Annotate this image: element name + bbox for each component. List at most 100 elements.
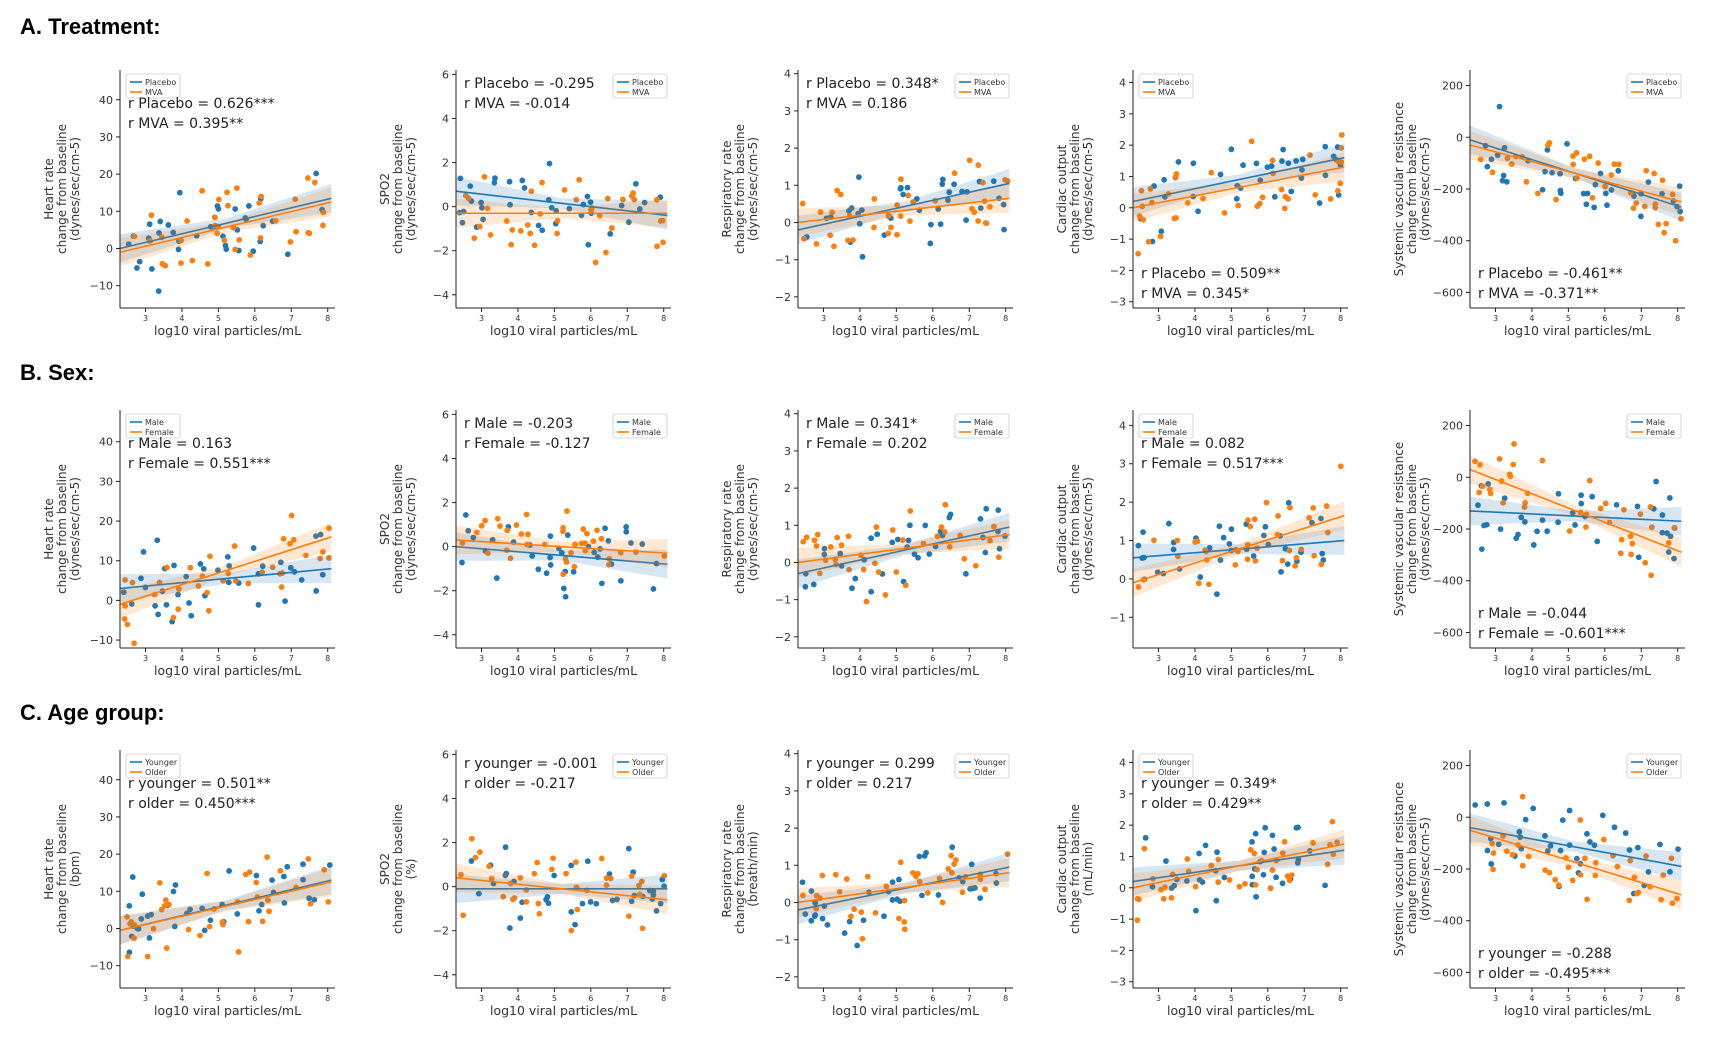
data-point-older (458, 871, 464, 878)
data-point-male (905, 537, 912, 544)
data-point-mva (304, 175, 311, 181)
legend-label-younger: Younger (1645, 758, 1679, 767)
legend-label-female: Female (974, 428, 1003, 437)
data-point-older (1334, 839, 1340, 846)
data-point-female (1318, 561, 1325, 568)
y-tick-label: 2 (442, 157, 449, 170)
x-tick-label: 7 (1639, 314, 1644, 323)
correlation-annotation: r Male = 0.082 (1141, 436, 1245, 452)
y-tick-label: 1 (1119, 535, 1126, 548)
x-tick-label: 5 (552, 314, 557, 323)
data-point-female (287, 540, 293, 547)
data-point-male (1634, 503, 1641, 510)
data-point-placebo (1645, 179, 1652, 186)
data-point-older (639, 925, 646, 932)
data-point-female (205, 607, 212, 614)
data-point-older (1546, 869, 1553, 876)
data-point-mva (630, 190, 637, 197)
x-tick-label: 4 (857, 654, 862, 663)
y-tick-label: −2 (775, 291, 791, 304)
data-point-older (1627, 857, 1634, 864)
data-point-mva (1312, 191, 1319, 198)
data-point-male (821, 545, 828, 552)
data-point-older (1168, 894, 1175, 901)
data-point-mva (204, 261, 211, 267)
data-point-female (494, 515, 501, 522)
data-point-younger (1484, 801, 1491, 807)
x-tick-label: 5 (1229, 654, 1234, 663)
data-point-older (264, 854, 271, 861)
data-point-mva (1259, 194, 1266, 201)
data-point-male (926, 551, 933, 557)
data-point-younger (1488, 861, 1495, 867)
y-tick-label: −400 (1433, 915, 1463, 928)
data-point-placebo (457, 175, 464, 182)
data-point-placebo (1190, 160, 1197, 167)
y-tick-label: −600 (1433, 626, 1463, 639)
data-point-female (1521, 504, 1528, 511)
data-point-mva (527, 230, 534, 237)
data-point-male (313, 533, 319, 540)
data-point-female (319, 548, 326, 555)
legend-label-female: Female (1158, 428, 1187, 437)
data-point-male (605, 537, 612, 544)
data-point-placebo (1288, 188, 1295, 195)
data-point-female (889, 527, 896, 533)
data-point-placebo (1253, 160, 1260, 167)
data-point-placebo (939, 176, 946, 183)
data-point-placebo (507, 201, 513, 208)
data-point-placebo (1557, 190, 1564, 197)
data-point-female (941, 529, 948, 535)
data-point-female (872, 560, 878, 567)
data-point-mva (539, 179, 545, 186)
data-point-placebo (951, 181, 957, 188)
data-point-older (636, 882, 642, 889)
data-point-male (1613, 501, 1620, 508)
fit-line-older (455, 877, 668, 901)
data-point-mva (554, 217, 561, 224)
data-point-older (936, 875, 943, 882)
x-tick-label: 8 (1675, 994, 1680, 1003)
data-point-older (460, 912, 467, 919)
data-point-younger (897, 898, 903, 905)
data-point-male (138, 575, 144, 582)
x-tick-label: 7 (289, 314, 294, 323)
data-point-older (832, 871, 839, 878)
data-point-male (175, 591, 181, 598)
data-point-younger (1542, 832, 1548, 839)
data-point-mva (1586, 153, 1593, 160)
data-point-older (523, 898, 530, 905)
data-point-male (152, 602, 159, 609)
data-point-older (127, 920, 133, 927)
x-axis-label: log10 viral particles/mL (832, 323, 979, 338)
data-point-placebo (156, 230, 162, 236)
y-tick-label: 2 (1119, 496, 1126, 509)
data-point-younger (889, 879, 896, 886)
data-point-placebo (146, 221, 153, 228)
data-point-older (535, 900, 542, 907)
data-point-female (873, 524, 880, 530)
data-point-placebo (939, 181, 946, 188)
data-point-mva (257, 235, 264, 241)
fit-line-placebo (455, 190, 668, 217)
x-tick-label: 6 (252, 314, 257, 323)
data-point-male (1478, 546, 1485, 553)
data-point-older (915, 870, 921, 877)
data-point-placebo (1602, 190, 1609, 197)
data-point-older (1310, 839, 1316, 846)
data-point-older (1668, 855, 1675, 862)
correlation-annotation: r Placebo = 0.626*** (128, 96, 275, 112)
x-tick-label: 3 (1493, 314, 1498, 323)
fit-line-older (1132, 843, 1345, 889)
x-tick-label: 4 (857, 994, 862, 1003)
data-point-placebo (480, 216, 486, 223)
correlation-annotation: r older = -0.495*** (1478, 966, 1611, 982)
data-point-mva (1663, 220, 1670, 227)
data-point-placebo (1592, 181, 1599, 188)
data-point-younger (1547, 842, 1554, 849)
correlation-annotation: r Placebo = 0.348* (806, 76, 939, 92)
data-point-younger (889, 897, 896, 903)
fit-line-female (1469, 468, 1682, 554)
